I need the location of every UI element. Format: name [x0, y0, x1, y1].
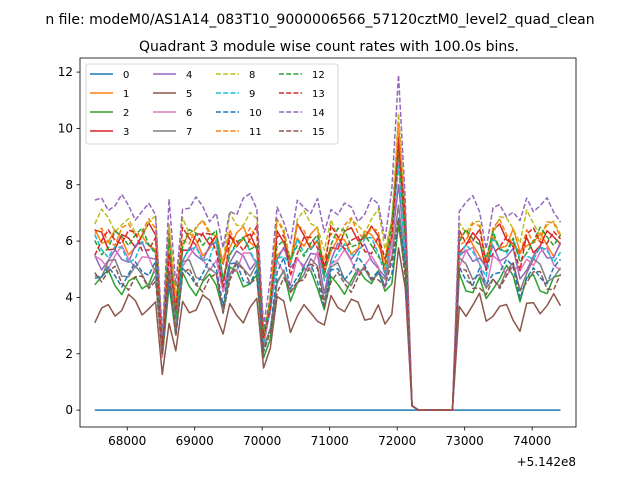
legend-label-8: 8 [249, 70, 255, 81]
legend-frame [85, 63, 339, 145]
series-line-15 [94, 218, 562, 411]
x-tick-label: 73000 [446, 434, 484, 448]
legend-label-6: 6 [186, 108, 192, 119]
x-tick-label: 74000 [513, 434, 551, 448]
y-tick-label: 2 [65, 347, 73, 361]
legend-label-9: 9 [249, 89, 255, 100]
legend-label-13: 13 [312, 89, 325, 100]
series-line-14 [94, 74, 562, 411]
legend-label-4: 4 [186, 70, 192, 81]
y-tick-label: 6 [65, 234, 73, 248]
x-tick-label: 71000 [311, 434, 349, 448]
legend-label-2: 2 [123, 108, 129, 119]
series-line-8 [94, 112, 562, 411]
x-tick-label: 72000 [378, 434, 416, 448]
figure-suptitle: n file: modeM0/AS1A14_083T10_9000006566_… [45, 12, 594, 28]
axes-frame [79, 57, 577, 428]
series-line-13 [94, 144, 562, 411]
legend-label-1: 1 [123, 89, 129, 100]
y-tick-label: 12 [58, 65, 73, 79]
legend-label-15: 15 [312, 127, 325, 138]
legend-label-5: 5 [186, 89, 192, 100]
y-tick-label: 10 [58, 121, 73, 135]
legend-label-3: 3 [123, 127, 129, 138]
y-tick-label: 8 [65, 178, 73, 192]
x-tick-label: 69000 [176, 434, 214, 448]
y-tick-label: 4 [65, 290, 73, 304]
axis-ticks: 68000 69000 70000 71000 72000 73000 74000 0 2 4 6 8… [58, 65, 552, 448]
legend-label-10: 10 [249, 108, 262, 119]
plot-area [94, 74, 562, 411]
series-line-5 [94, 247, 562, 411]
legend-label-7: 7 [186, 127, 192, 138]
legend-label-11: 11 [249, 127, 262, 138]
y-tick-label: 0 [65, 403, 73, 417]
x-tick-label: 70000 [243, 434, 281, 448]
legend-label-14: 14 [312, 108, 325, 119]
series-line-10 [94, 216, 562, 411]
legend-label-12: 12 [312, 70, 325, 81]
x-offset-label: +5.142e8 [517, 455, 576, 469]
chart-title: Quadrant 3 module wise count rates with … [139, 39, 519, 55]
legend-label-0: 0 [123, 70, 129, 81]
x-tick-label: 68000 [108, 434, 146, 448]
